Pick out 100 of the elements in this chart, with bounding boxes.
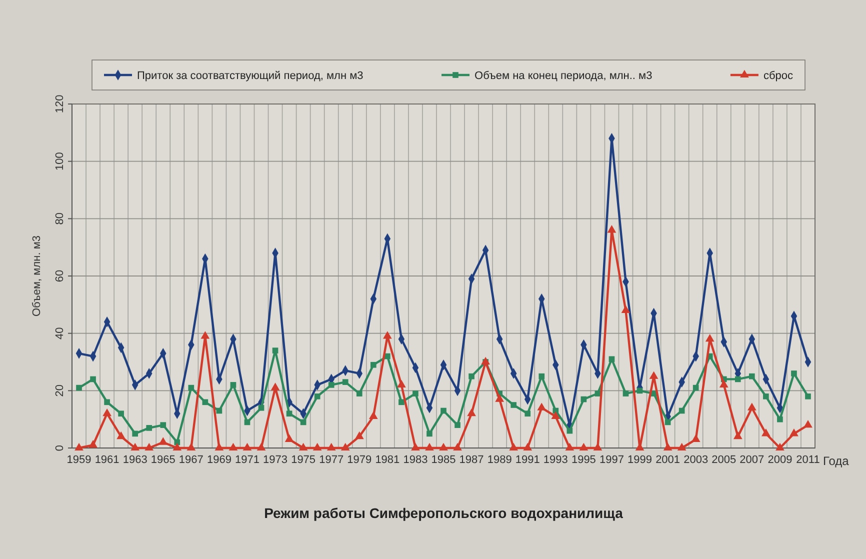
point — [326, 442, 336, 451]
point — [340, 442, 350, 451]
point — [102, 408, 112, 416]
point — [733, 431, 742, 440]
point — [284, 434, 294, 442]
y-tick-label: 40 — [54, 327, 66, 340]
point — [144, 442, 154, 451]
y-tick-label: 20 — [54, 384, 66, 397]
point — [298, 442, 308, 451]
point — [692, 384, 699, 391]
point — [228, 442, 238, 451]
point — [538, 373, 545, 380]
point — [146, 425, 152, 431]
point — [88, 440, 98, 448]
point — [214, 442, 224, 451]
point — [439, 442, 448, 451]
point — [172, 442, 182, 451]
point — [382, 331, 392, 339]
point — [734, 376, 741, 382]
x-tick-label: 1981 — [375, 454, 400, 466]
x-tick-label: 2009 — [768, 454, 792, 466]
point — [230, 382, 236, 388]
point — [188, 384, 194, 391]
y-tick-label: 60 — [54, 270, 66, 282]
x-tick-label: 1993 — [543, 454, 568, 466]
point — [468, 373, 474, 380]
point — [314, 393, 320, 400]
point — [791, 370, 797, 376]
point — [552, 408, 559, 414]
point — [398, 399, 404, 406]
legend-label: Приток за соотватствующий период, млн м3 — [137, 70, 364, 82]
point — [747, 402, 756, 410]
point — [622, 390, 629, 396]
y-tick-label: 100 — [54, 152, 66, 171]
point — [118, 410, 124, 417]
y-tick-label: 120 — [54, 94, 66, 114]
point — [354, 431, 364, 440]
x-tick-label: 1969 — [206, 454, 232, 466]
x-tick-label: 1983 — [403, 454, 428, 466]
x-tick-label: 1995 — [571, 454, 596, 466]
point — [368, 411, 378, 420]
point — [258, 404, 264, 411]
point — [312, 442, 322, 451]
point — [649, 371, 658, 379]
x-tick-label: 2005 — [712, 454, 736, 466]
point — [440, 408, 446, 414]
point — [200, 331, 210, 339]
x-tick-label: 1967 — [178, 454, 204, 466]
x-tick-label: 1975 — [291, 454, 316, 466]
point — [116, 431, 126, 440]
x-tick-label: 2003 — [684, 454, 708, 466]
point — [607, 225, 616, 233]
point — [524, 410, 531, 417]
x-tick-label: 1985 — [431, 454, 456, 466]
x-tick-label: 1959 — [66, 454, 92, 466]
point — [411, 442, 420, 451]
x-tick-label: 2007 — [740, 454, 764, 466]
point — [805, 393, 811, 400]
point — [762, 428, 770, 436]
point — [467, 408, 476, 416]
point — [242, 442, 252, 451]
point — [790, 428, 798, 436]
point — [130, 442, 140, 451]
point — [621, 305, 630, 313]
point — [356, 390, 362, 396]
point — [272, 348, 278, 354]
point — [608, 356, 615, 362]
point — [74, 442, 84, 451]
point — [76, 384, 82, 391]
x-tick-label: 1977 — [319, 454, 344, 466]
y-tick-label: 0 — [54, 444, 66, 452]
point — [763, 393, 769, 400]
point — [256, 442, 266, 451]
point — [663, 442, 672, 451]
point — [481, 356, 490, 365]
x-tick-label: 1963 — [122, 454, 148, 466]
legend-label: сброс — [763, 70, 794, 82]
point — [426, 430, 432, 437]
point — [565, 442, 574, 451]
x-tick-label: 1971 — [234, 454, 260, 466]
point — [286, 410, 292, 417]
x-tick-label: 1961 — [94, 454, 120, 466]
point — [202, 399, 208, 406]
x-tick-label: 1965 — [150, 454, 176, 466]
x-tick-label: 2011 — [796, 454, 820, 466]
point — [342, 379, 348, 385]
point — [749, 373, 755, 380]
point — [328, 382, 334, 388]
point — [705, 334, 714, 342]
point — [270, 382, 280, 390]
point — [777, 416, 783, 422]
point — [453, 442, 462, 451]
point — [90, 376, 96, 382]
text: Режим работы Симферопольского водохранилища — [264, 505, 624, 521]
x-tick-label: 1989 — [487, 454, 512, 466]
point — [523, 442, 532, 451]
x-tick-label: 1991 — [515, 454, 540, 466]
point — [551, 411, 560, 420]
x-tick-label: 1973 — [263, 454, 288, 466]
point — [495, 394, 504, 402]
